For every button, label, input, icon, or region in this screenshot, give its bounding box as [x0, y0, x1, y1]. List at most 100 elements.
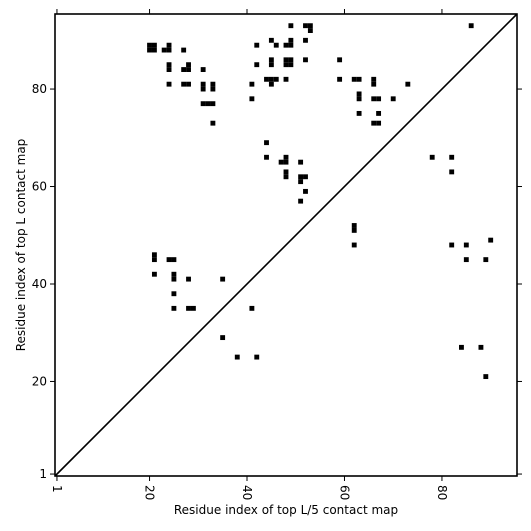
y-axis-label: Residue index of top L contact map [14, 139, 28, 352]
contact-cell-upper [210, 86, 216, 92]
contact-cell-upper [376, 96, 382, 102]
contact-cell-lower [483, 374, 489, 380]
contact-cell-upper [264, 140, 269, 146]
contact-cell-lower [483, 257, 489, 263]
contact-cell-upper [283, 62, 289, 68]
contact-cell-upper [371, 81, 377, 87]
y-tick-label: 40 [32, 277, 47, 291]
contact-cell-upper [151, 47, 157, 53]
contact-cell-upper [210, 120, 216, 126]
contact-cell-upper [278, 159, 284, 165]
contact-cell-upper [273, 42, 279, 48]
contact-cell-upper [166, 67, 172, 72]
contact-cell-lower [171, 271, 177, 277]
contact-cell-upper [303, 23, 308, 29]
contact-cell-upper [181, 67, 187, 72]
contact-cell-lower [463, 257, 469, 263]
contact-cell-upper [264, 76, 269, 82]
contact-cell-upper [298, 159, 304, 165]
contact-cell-upper [468, 23, 474, 29]
contact-cell-upper [356, 76, 362, 82]
contact-cell-upper [186, 67, 191, 72]
x-axis-label: Residue index of top L/5 contact map [174, 503, 398, 517]
contact-cells [147, 23, 494, 380]
contact-cell-upper [351, 76, 357, 82]
contact-cell-upper [264, 154, 269, 160]
contact-cell-upper [288, 37, 294, 43]
contact-cell-upper [166, 47, 172, 53]
contact-cell-upper [371, 96, 377, 102]
contact-cell-upper [303, 174, 308, 180]
x-tick-label: 1 [50, 485, 64, 493]
contact-cell-upper [351, 227, 357, 233]
contact-cell-upper [298, 198, 304, 204]
contact-cell-upper [351, 242, 357, 248]
contact-cell-upper [288, 23, 294, 29]
contact-cell-lower [151, 271, 157, 277]
x-tick-label: 40 [240, 485, 254, 500]
contact-cell-upper [303, 188, 308, 194]
contact-cell-upper [268, 76, 274, 82]
contact-cell-lower [186, 305, 191, 311]
contact-cell-upper [288, 42, 294, 48]
y-tick-label: 1 [39, 467, 47, 481]
contact-cell-lower [249, 305, 255, 311]
contact-cell-upper [390, 96, 396, 102]
contact-cell-upper [288, 62, 294, 68]
contact-cell-upper [210, 81, 216, 87]
contact-cell-upper [186, 81, 191, 87]
contact-cell-lower [220, 276, 226, 282]
contact-cell-upper [273, 76, 279, 82]
contact-cell-upper [376, 120, 382, 126]
contact-cell-upper [356, 110, 362, 116]
contact-cell-upper [283, 169, 289, 175]
contact-cell-upper [254, 62, 260, 68]
contact-cell-upper [161, 47, 167, 53]
contact-cell-upper [337, 57, 343, 63]
contact-cell-upper [210, 101, 216, 107]
contact-cell-upper [166, 42, 172, 48]
contact-cell-upper [303, 57, 308, 63]
contact-cell-upper [268, 62, 274, 68]
contact-cell-upper [200, 67, 206, 72]
contact-cell-upper [166, 62, 172, 68]
contact-cell-lower [151, 257, 157, 263]
y-axis-ticks: 1 20 40 60 80 [32, 82, 522, 481]
y-tick-label: 60 [32, 180, 47, 194]
x-tick-label: 20 [143, 485, 157, 500]
contact-cell-upper [268, 81, 274, 87]
contact-cell-upper [283, 76, 289, 82]
contact-cell-upper [449, 154, 455, 160]
contact-cell-lower [171, 305, 177, 311]
contact-cell-upper [200, 81, 206, 87]
diagonal-line [54, 13, 518, 477]
contact-cell-upper [298, 174, 304, 180]
contact-cell-upper [307, 23, 313, 29]
contact-cell-upper [200, 86, 206, 92]
contact-cell-lower [190, 305, 196, 311]
contact-cell-upper [449, 169, 455, 175]
contact-cell-upper [147, 42, 152, 48]
contact-cell-upper [283, 154, 289, 160]
contact-cell-lower [463, 242, 469, 248]
contact-cell-lower [459, 344, 464, 350]
contact-cell-upper [205, 101, 211, 107]
contact-cell-upper [337, 76, 343, 82]
contact-cell-upper [283, 42, 289, 48]
contact-cell-lower [478, 344, 484, 350]
contact-cell-upper [268, 57, 274, 63]
contact-cell-lower [234, 354, 240, 360]
contact-cell-upper [186, 62, 191, 68]
contact-cell-upper [371, 120, 377, 126]
x-tick-label: 80 [435, 485, 449, 500]
contact-cell-upper [254, 42, 260, 48]
contact-cell-upper [356, 91, 362, 97]
x-axis-ticks: 1 20 40 60 80 [50, 9, 449, 500]
contact-cell-upper [200, 101, 206, 107]
contact-cell-upper [307, 28, 313, 34]
contact-cell-upper [268, 37, 274, 43]
contact-cell-upper [356, 96, 362, 102]
contact-cell-lower [166, 257, 172, 263]
contact-cell-lower [171, 257, 177, 263]
contact-cell-upper [181, 47, 187, 53]
